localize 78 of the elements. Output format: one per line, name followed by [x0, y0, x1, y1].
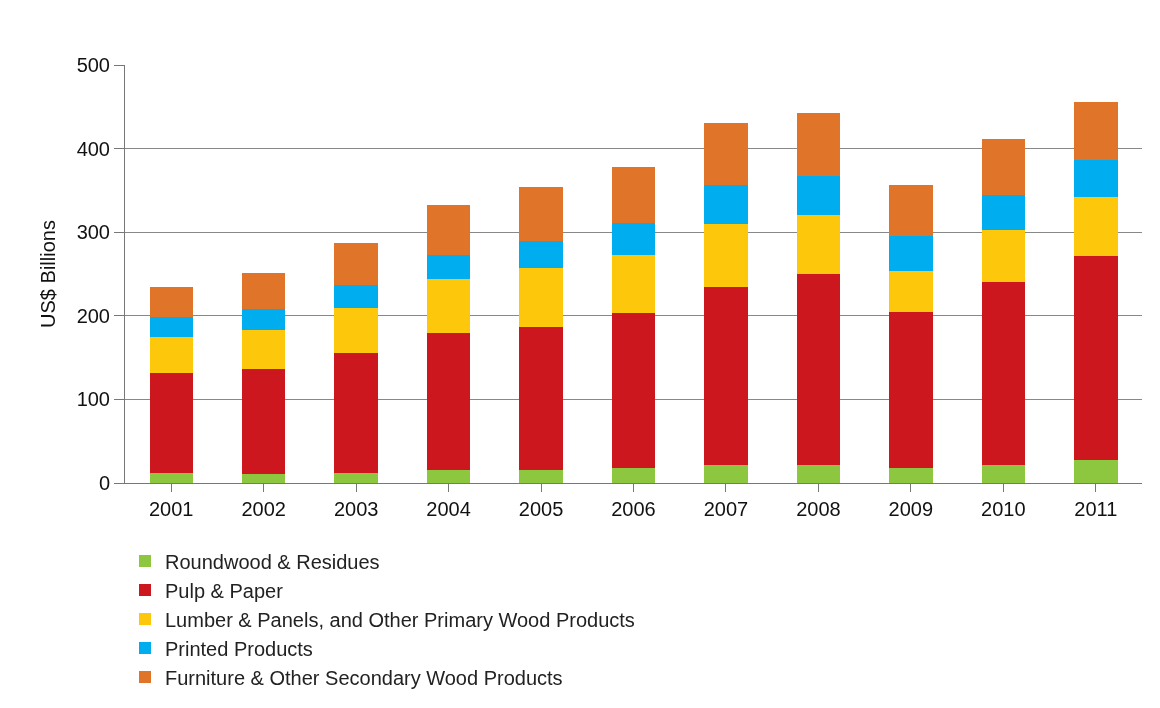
legend-label: Lumber & Panels, and Other Primary Wood Products	[165, 608, 635, 631]
bar	[981, 465, 1026, 483]
bar	[1074, 459, 1118, 483]
bar	[981, 282, 1026, 466]
bar	[796, 214, 841, 274]
bar	[426, 279, 471, 333]
bar	[889, 312, 933, 468]
x-tick-label: 2003	[333, 498, 379, 520]
x-tick-label: 2010	[981, 498, 1026, 520]
legend-label: Pulp & Paper	[165, 579, 284, 602]
bar	[704, 223, 748, 287]
y-tick-label: 500	[76, 54, 110, 76]
y-tick-label: 100	[76, 388, 110, 411]
x-tick-label: 2005	[518, 498, 564, 520]
bar	[1074, 160, 1118, 198]
bar	[796, 176, 841, 215]
bar	[981, 195, 1026, 230]
bar	[611, 166, 656, 223]
bar	[796, 112, 841, 177]
bar	[149, 286, 193, 317]
bar	[704, 286, 748, 465]
bar	[1074, 197, 1118, 257]
bar	[519, 241, 563, 269]
bar	[426, 470, 471, 483]
bar	[426, 254, 471, 280]
y-axis-title: US$ Billions	[37, 220, 60, 328]
legend-label: Roundwood & Residues	[165, 550, 380, 573]
x-tick-label: 2008	[796, 498, 841, 520]
bar	[981, 229, 1026, 283]
x-tick-label: 2009	[888, 498, 934, 520]
x-tick-label: 2004	[426, 498, 471, 520]
bar	[796, 465, 841, 483]
bar	[149, 316, 193, 337]
bar	[149, 373, 193, 473]
bar	[981, 138, 1026, 196]
bar	[149, 336, 193, 374]
bar	[519, 187, 563, 242]
legend-label: Printed Products	[165, 637, 313, 660]
bar	[149, 472, 193, 483]
bar	[704, 464, 748, 483]
x-tick-label: 2001	[148, 498, 194, 520]
bar	[241, 273, 286, 310]
bar	[796, 274, 841, 466]
bar	[519, 470, 563, 483]
x-tick-label: 2006	[611, 498, 656, 520]
bar	[611, 467, 656, 483]
bar	[241, 473, 286, 483]
bar	[334, 472, 378, 483]
y-tick-label: 0	[98, 472, 110, 494]
bar	[519, 268, 563, 327]
bar	[334, 284, 378, 309]
bar	[241, 369, 286, 474]
y-tick-label: 300	[76, 221, 110, 244]
bar	[334, 353, 378, 473]
bar	[241, 309, 286, 331]
y-tick-label: 400	[76, 137, 110, 160]
x-tick-label: 2007	[703, 498, 749, 520]
bar	[334, 243, 378, 285]
bar	[426, 332, 471, 471]
bar	[889, 270, 933, 313]
bar	[704, 185, 748, 224]
legend-label: Furniture & Other Secondary Wood Products	[165, 666, 563, 689]
bar	[1074, 256, 1118, 460]
bar	[704, 122, 748, 186]
bar	[611, 313, 656, 468]
y-tick-label: 200	[76, 304, 110, 327]
bar	[241, 330, 286, 370]
bar	[611, 223, 656, 255]
bar	[1074, 101, 1118, 161]
bar	[519, 326, 563, 471]
bar	[426, 204, 471, 255]
bar	[611, 254, 656, 314]
bar	[889, 236, 933, 271]
bar	[334, 308, 378, 354]
bar	[889, 184, 933, 237]
bar	[889, 467, 933, 483]
x-tick-label: 2002	[241, 498, 286, 520]
x-tick-label: 2011	[1074, 498, 1118, 520]
